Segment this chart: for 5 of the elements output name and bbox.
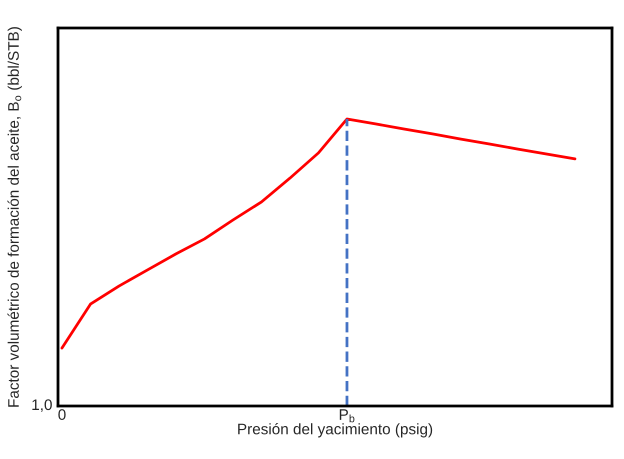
x-tick-label: 0 xyxy=(58,409,66,420)
text: 1,0 xyxy=(32,399,52,412)
y-axis-title: Factor volumétrico de formación del aceite, B$_{o}$ (bbl/STB) xyxy=(7,27,22,407)
x-tick-label: P$_{b}$ xyxy=(340,409,354,422)
x-axis-title: Presión del yacimiento (psig) xyxy=(238,423,432,438)
